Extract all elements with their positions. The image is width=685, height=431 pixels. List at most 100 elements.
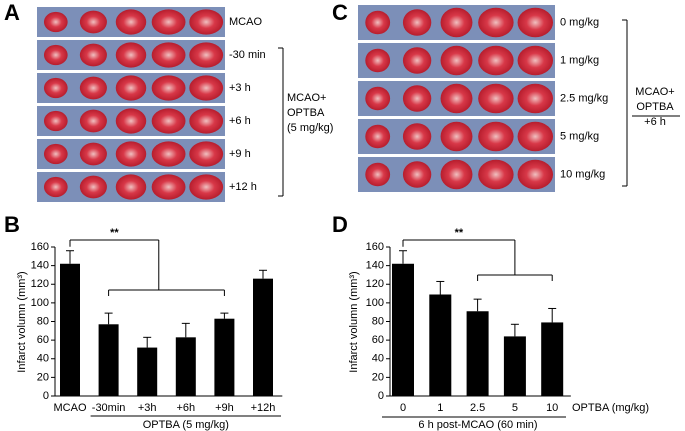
brain-slice [115, 75, 147, 101]
brain-slice [151, 9, 186, 35]
brain-slice [79, 142, 107, 166]
x-axis-label: OPTBA (5 mg/kg) [143, 419, 229, 431]
brain-slice [43, 44, 68, 66]
row-label: MCAO [229, 16, 262, 28]
brain-slice [440, 45, 473, 76]
y-tick-label: 140 [31, 260, 49, 272]
row-label: +6 h [229, 115, 251, 127]
brain-slice [365, 10, 391, 35]
brain-slice [151, 141, 186, 167]
x-tick-label: 10 [546, 402, 558, 414]
brain-slice [517, 159, 554, 190]
brain-slice [189, 9, 224, 35]
row-label: +9 h [229, 148, 251, 160]
bar [392, 263, 414, 396]
bar [466, 311, 489, 396]
brain-slice [43, 11, 68, 33]
group-label: OPTBA [636, 101, 674, 113]
brain-slice [478, 83, 514, 114]
x-tick-label: +12h [251, 402, 276, 414]
y-tick-label: 0 [378, 390, 384, 402]
row-label: +3 h [229, 82, 251, 94]
y-tick-label: 120 [31, 278, 49, 290]
brain-slice [43, 143, 68, 165]
y-tick-label: 120 [366, 278, 384, 290]
brain-slice [517, 83, 554, 114]
brain-slice [189, 108, 224, 134]
group-label: OPTBA [287, 107, 325, 119]
annotation: ** [455, 227, 464, 239]
brain-slice [478, 121, 514, 152]
x-tick-label: +6h [176, 402, 195, 414]
x-tick-label: +9h [215, 402, 234, 414]
brain-slice [79, 175, 107, 199]
x-tick-label: -30min [92, 402, 126, 414]
brain-slice [189, 141, 224, 167]
y-tick-label: 40 [372, 353, 384, 365]
y-axis-label: Infarct volumn (mm³) [348, 271, 360, 372]
bar [60, 263, 80, 396]
group-label: MCAO+ [635, 86, 674, 98]
brain-slice [189, 42, 224, 68]
panel-label: D [332, 212, 348, 237]
x-axis-label: OPTBA (mg/kg) [572, 402, 649, 414]
group-label: MCAO+ [287, 92, 326, 104]
y-tick-label: 60 [372, 334, 384, 346]
brain-slice [478, 45, 514, 76]
brain-slice [115, 42, 147, 68]
brain-slice [478, 7, 514, 38]
brain-slice [189, 75, 224, 101]
brain-slice [189, 174, 224, 200]
x-tick-label: 2.5 [470, 402, 485, 414]
bar [175, 337, 196, 396]
brain-slice [151, 42, 186, 68]
brain-slice [365, 86, 391, 111]
brain-slice [115, 108, 147, 134]
brain-slice [151, 174, 186, 200]
x-axis-label-2: 6 h post-MCAO (60 min) [418, 419, 537, 431]
brain-slice [365, 48, 391, 73]
panel-label: A [4, 0, 20, 25]
x-tick-label: 0 [400, 402, 406, 414]
y-tick-label: 80 [372, 315, 384, 327]
brain-slice [365, 162, 391, 187]
y-tick-label: 100 [31, 297, 49, 309]
brain-slice [79, 76, 107, 100]
row-label: 0 mg/kg [560, 16, 599, 28]
y-tick-label: 60 [37, 334, 49, 346]
brain-slice [115, 174, 147, 200]
x-tick-label: 5 [512, 402, 518, 414]
brain-slice [402, 161, 432, 188]
bar [98, 324, 119, 396]
row-label: 5 mg/kg [560, 130, 599, 142]
brain-slice [478, 159, 514, 190]
brain-slice [517, 45, 554, 76]
group-label: +6 h [644, 116, 666, 128]
annotation: ** [110, 227, 119, 239]
panel-label: B [4, 212, 20, 237]
brain-slice [43, 77, 68, 99]
bar [137, 347, 158, 396]
bar [503, 336, 526, 396]
brain-slice [440, 121, 473, 152]
y-axis-label: Infarct volumn (mm³) [16, 271, 28, 372]
brain-slice [402, 9, 432, 36]
y-tick-label: 80 [37, 315, 49, 327]
brain-slice [79, 109, 107, 133]
y-tick-label: 0 [43, 390, 49, 402]
brain-slice [402, 123, 432, 150]
x-tick-label: 1 [437, 402, 443, 414]
y-tick-label: 40 [37, 353, 49, 365]
y-tick-label: 100 [366, 297, 384, 309]
y-tick-label: 140 [366, 260, 384, 272]
brain-slice [79, 43, 107, 67]
bar [253, 278, 273, 396]
brain-slice [43, 110, 68, 132]
bar [214, 318, 235, 396]
brain-slice [365, 124, 391, 149]
x-tick-label: +3h [138, 402, 157, 414]
brain-slice [440, 7, 473, 38]
brain-slice [517, 7, 554, 38]
group-label: (5 mg/kg) [287, 122, 333, 134]
